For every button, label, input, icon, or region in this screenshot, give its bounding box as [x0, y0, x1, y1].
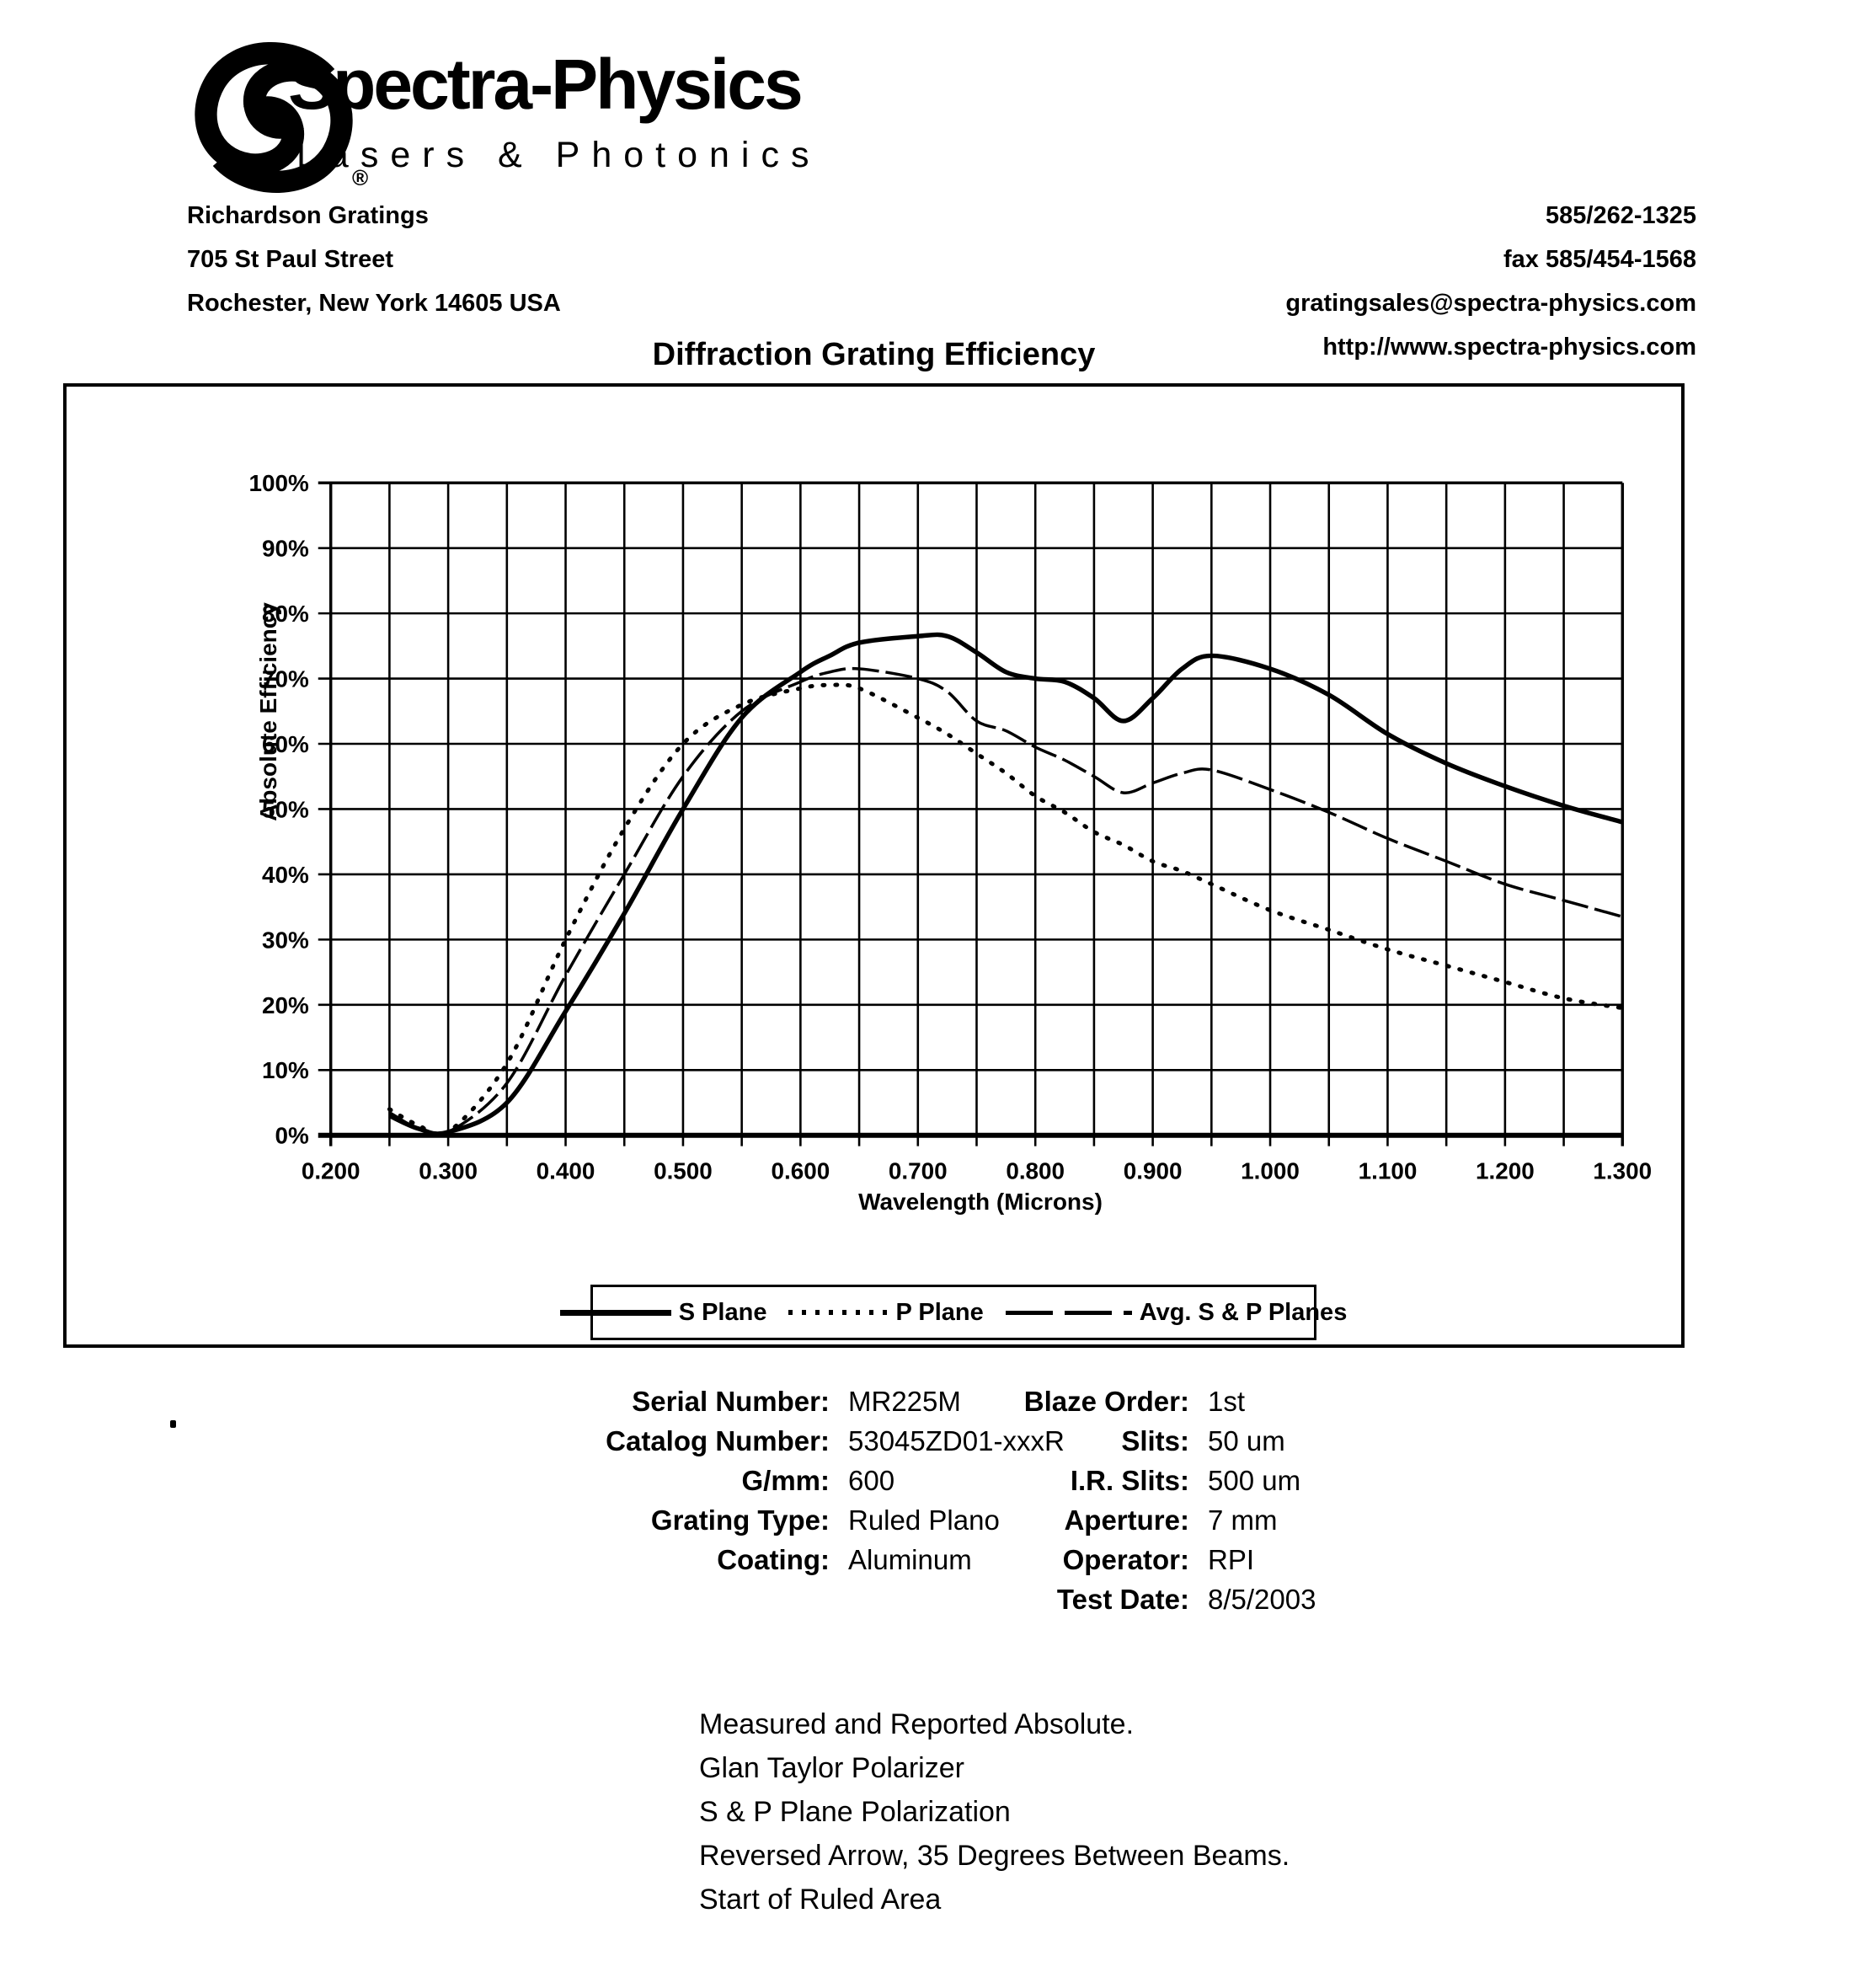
- x-axis-title: Wavelength (Microns): [858, 1189, 1103, 1215]
- y-tick-label: 100%: [249, 470, 310, 496]
- dashed-line-sample-icon: [1005, 1310, 1132, 1315]
- spec-row-catalog-number: Catalog Number: 53045ZD01-xxxR: [333, 1421, 1065, 1461]
- spec-row-blaze-order: Blaze Order: 1st: [911, 1381, 1316, 1421]
- measurement-notes: Measured and Reported Absolute. Glan Tay…: [699, 1708, 1290, 1927]
- legend-item-avg-planes: Avg. S & P Planes: [1005, 1298, 1348, 1327]
- spec-value: 500 um: [1208, 1464, 1301, 1496]
- x-tick-label: 1.300: [1593, 1157, 1652, 1184]
- y-tick-label: 20%: [262, 992, 309, 1018]
- legend-label: S Plane: [678, 1298, 767, 1326]
- brand-tagline: Lasers & Photonics: [296, 135, 821, 175]
- spec-row-coating: Coating: Aluminum: [333, 1540, 1065, 1579]
- spec-value: 53045ZD01-xxxR: [848, 1424, 1065, 1456]
- note-line: Glan Taylor Polarizer: [699, 1752, 964, 1784]
- spec-label: Operator:: [1062, 1543, 1189, 1575]
- address-line: 705 St Paul Street: [187, 246, 393, 273]
- spec-row-grooves-per-mm: G/mm: 600: [333, 1461, 1065, 1500]
- y-tick-label: 30%: [262, 927, 309, 953]
- legend-label: Avg. S & P Planes: [1139, 1298, 1348, 1326]
- grating-spec-right-column: Blaze Order: 1st Slits: 50 um I.R. Slits…: [911, 1381, 1316, 1619]
- x-tick-label: 1.200: [1476, 1157, 1535, 1184]
- spec-row-ir-slits: I.R. Slits: 500 um: [911, 1461, 1316, 1500]
- spec-row-grating-type: Grating Type: Ruled Plano: [333, 1500, 1065, 1540]
- x-tick-label: 0.300: [419, 1157, 478, 1184]
- spec-value: 1st: [1208, 1385, 1246, 1417]
- brand-name: Spectra-Physics: [288, 45, 804, 124]
- note-line: S & P Plane Polarization: [699, 1796, 1011, 1828]
- efficiency-chart-canvas: 0% 10% 20% 30% 40% 50% 60% 70% 80% 90% 100% 0.200 0.…: [249, 470, 1653, 1184]
- spec-row-operator: Operator: RPI: [911, 1540, 1316, 1579]
- y-tick-label: 50%: [262, 796, 309, 822]
- spec-label: I.R. Slits:: [1070, 1464, 1189, 1496]
- spec-value: Ruled Plano: [848, 1504, 1000, 1536]
- x-tick-label: 1.000: [1241, 1157, 1300, 1184]
- website-url: http://www.spectra-physics.com: [1322, 334, 1696, 361]
- spec-label: Coating:: [717, 1543, 830, 1575]
- address-line: Rochester, New York 14605 USA: [187, 290, 561, 317]
- scan-artifact-dot: [170, 1420, 176, 1428]
- grating-spec-left-column: Serial Number: MR225M Catalog Number: 53…: [333, 1381, 1065, 1579]
- company-contact-info: 585/262-1325 fax 585/454-1568 gratingsal…: [1285, 202, 1696, 377]
- x-tick-label: 0.400: [537, 1157, 595, 1184]
- spec-label: G/mm:: [741, 1464, 830, 1496]
- phone-number: 585/262-1325: [1546, 202, 1696, 229]
- y-tick-label: 80%: [262, 601, 309, 627]
- spec-label: Catalog Number:: [606, 1424, 830, 1456]
- email-address: gratingsales@spectra-physics.com: [1285, 290, 1696, 317]
- y-tick-label: 40%: [262, 862, 309, 888]
- dotted-line-sample-icon: [788, 1310, 889, 1315]
- chart-title: Diffraction Grating Efficiency: [652, 337, 1096, 372]
- y-tick-label: 0%: [275, 1123, 310, 1149]
- x-tick-label: 0.200: [302, 1157, 360, 1184]
- spec-row-aperture: Aperture: 7 mm: [911, 1500, 1316, 1540]
- x-tick-label: 0.800: [1006, 1157, 1065, 1184]
- y-tick-label: 60%: [262, 731, 309, 757]
- chart-legend: S Plane P Plane Avg. S & P Planes: [559, 1285, 1347, 1340]
- spec-value: 8/5/2003: [1208, 1583, 1316, 1615]
- spec-value: Aluminum: [848, 1543, 972, 1575]
- note-line: Start of Ruled Area: [699, 1884, 942, 1916]
- spec-row-serial-number: Serial Number: MR225M: [333, 1381, 1065, 1421]
- y-tick-label: 10%: [262, 1057, 309, 1083]
- series-curve-solid: [388, 632, 1624, 1136]
- x-tick-label: 0.600: [771, 1157, 830, 1184]
- spec-label: Slits:: [1121, 1424, 1189, 1456]
- spec-value: 50 um: [1208, 1424, 1285, 1456]
- series-curve-dashed: [388, 666, 1623, 1137]
- spec-label: Test Date:: [1056, 1583, 1189, 1615]
- chart-container: 0% 10% 20% 30% 40% 50% 60% 70% 80% 90% 100% 0.200 0.…: [63, 383, 1685, 1348]
- x-tick-label: 0.900: [1124, 1157, 1183, 1184]
- company-address: Richardson Gratings 705 St Paul Street R…: [187, 202, 561, 334]
- spec-value: 600: [848, 1464, 895, 1496]
- series-curve-dotted: [387, 682, 1625, 1138]
- legend-item-p-plane: P Plane: [788, 1298, 984, 1327]
- spec-value: RPI: [1208, 1543, 1255, 1575]
- y-axis-title: Absolute Efficiency: [255, 602, 281, 821]
- spec-label: Blaze Order:: [1023, 1385, 1189, 1417]
- spec-value: MR225M: [848, 1385, 961, 1417]
- spec-label: Serial Number:: [632, 1385, 830, 1417]
- y-tick-label: 90%: [262, 536, 309, 562]
- fax-number: fax 585/454-1568: [1503, 246, 1696, 273]
- registered-trademark-symbol: ®: [352, 165, 369, 190]
- legend-item-s-plane: S Plane: [559, 1298, 767, 1327]
- spec-label: Aperture:: [1064, 1504, 1189, 1536]
- address-line: Richardson Gratings: [187, 202, 429, 229]
- solid-line-sample-icon: [559, 1309, 671, 1316]
- spectra-physics-swirl-logo-icon: [195, 42, 353, 193]
- note-line: Reversed Arrow, 35 Degrees Between Beams…: [699, 1840, 1290, 1872]
- spec-label: Grating Type:: [650, 1504, 830, 1536]
- x-tick-label: 0.500: [654, 1157, 713, 1184]
- x-tick-label: 0.700: [889, 1157, 948, 1184]
- note-line: Measured and Reported Absolute.: [699, 1708, 1135, 1740]
- y-tick-label: 70%: [262, 666, 309, 692]
- spec-row-slits: Slits: 50 um: [911, 1421, 1316, 1461]
- spec-value: 7 mm: [1208, 1504, 1278, 1536]
- spec-row-test-date: Test Date: 8/5/2003: [911, 1579, 1316, 1619]
- legend-label: P Plane: [895, 1298, 984, 1326]
- x-tick-label: 1.100: [1359, 1157, 1418, 1184]
